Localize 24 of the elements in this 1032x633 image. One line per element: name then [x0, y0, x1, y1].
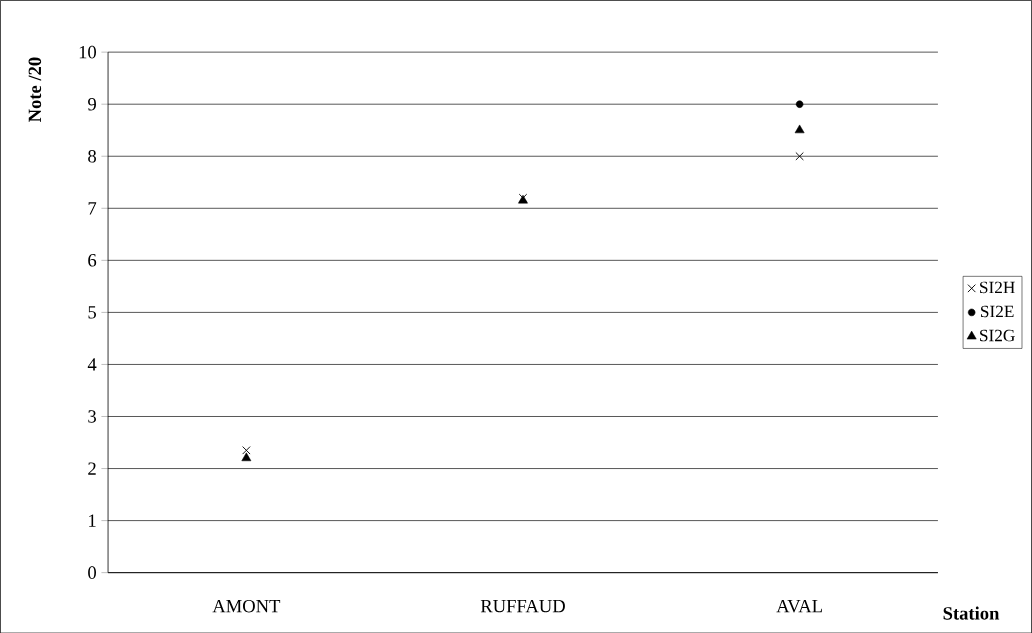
y-axis-title: Note /20	[28, 57, 42, 122]
point	[241, 452, 252, 461]
y-tick-label: 4	[87, 358, 97, 371]
point	[795, 151, 804, 161]
y-tick-label: 2	[88, 462, 96, 475]
y-tick-label: 7	[88, 201, 97, 215]
point	[242, 445, 251, 455]
legend-label: SI2H	[980, 281, 1015, 294]
legend-label: SI2E	[981, 305, 1014, 318]
y-tick-label: 10	[79, 45, 97, 59]
y-tick-label: 6	[88, 253, 97, 267]
y-tick-label: 3	[88, 410, 97, 423]
point	[794, 124, 805, 133]
point	[795, 100, 804, 108]
y-tick-label: 1	[89, 514, 96, 527]
y-tick-label: 9	[88, 97, 96, 111]
x-tick-label: AVAL	[776, 599, 822, 613]
legend-label: SI2G	[980, 329, 1015, 342]
y-tick-label: 8	[88, 149, 97, 163]
y-tick-label: 0	[88, 566, 97, 579]
x-tick-label: RUFFAUD	[480, 599, 565, 613]
x-axis-title: Station	[943, 606, 1000, 620]
y-tick-label: 5	[88, 305, 97, 319]
x-tick-label: AMONT	[212, 599, 281, 613]
